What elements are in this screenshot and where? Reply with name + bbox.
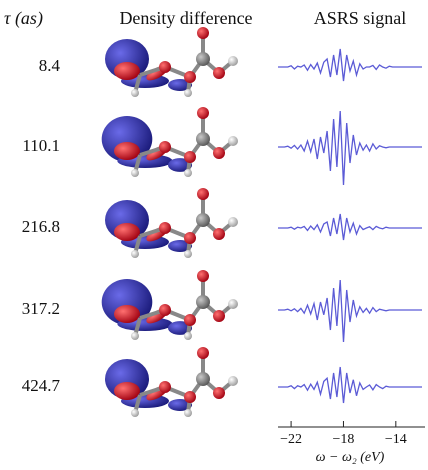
atom bbox=[228, 376, 238, 386]
signal-trace bbox=[278, 279, 422, 343]
tau-label: 317.2 bbox=[22, 299, 60, 318]
atom bbox=[197, 270, 209, 282]
tau-label: 216.8 bbox=[22, 217, 60, 236]
atom bbox=[184, 314, 196, 326]
atom bbox=[184, 169, 192, 177]
atom bbox=[228, 299, 238, 309]
atom bbox=[228, 217, 238, 227]
atom bbox=[184, 71, 196, 83]
atom bbox=[196, 52, 210, 66]
atom bbox=[197, 107, 209, 119]
tau-label: 8.4 bbox=[39, 56, 61, 75]
atom bbox=[184, 332, 192, 340]
atom bbox=[159, 141, 171, 153]
density-blob bbox=[168, 240, 192, 252]
tau-label: 110.1 bbox=[22, 136, 60, 155]
atom bbox=[131, 169, 139, 177]
atom bbox=[196, 132, 210, 146]
density-blob bbox=[168, 321, 192, 335]
atom bbox=[184, 250, 192, 258]
atom bbox=[197, 188, 209, 200]
molecule bbox=[101, 107, 238, 177]
molecule bbox=[101, 270, 238, 340]
atom bbox=[196, 213, 210, 227]
atom bbox=[131, 409, 139, 417]
signal-header: ASRS signal bbox=[314, 8, 407, 28]
atom bbox=[213, 228, 225, 240]
density-header: Density difference bbox=[119, 8, 252, 28]
atom bbox=[159, 381, 171, 393]
atom bbox=[184, 391, 196, 403]
density-blob bbox=[114, 62, 140, 80]
density-blob bbox=[114, 382, 140, 400]
atom bbox=[159, 61, 171, 73]
x-tick-label: −18 bbox=[333, 432, 355, 447]
atom bbox=[213, 387, 225, 399]
atom bbox=[228, 136, 238, 146]
density-blob bbox=[114, 223, 140, 241]
atom bbox=[197, 347, 209, 359]
signal-trace bbox=[278, 48, 422, 82]
atom bbox=[213, 310, 225, 322]
atom bbox=[184, 89, 192, 97]
tau-header: τ (as) bbox=[4, 8, 43, 29]
atom bbox=[184, 409, 192, 417]
atom bbox=[159, 222, 171, 234]
x-tick-label: −14 bbox=[385, 432, 407, 447]
atom bbox=[196, 372, 210, 386]
density-blob bbox=[168, 79, 192, 91]
atom bbox=[196, 295, 210, 309]
atom bbox=[131, 89, 139, 97]
molecule bbox=[105, 27, 238, 97]
tau-label: 424.7 bbox=[22, 376, 61, 395]
density-blob bbox=[114, 305, 140, 323]
atom bbox=[131, 250, 139, 258]
signal-trace bbox=[278, 213, 422, 241]
signal-trace bbox=[278, 366, 422, 404]
atom bbox=[213, 147, 225, 159]
signal-trace bbox=[278, 110, 422, 186]
atom bbox=[228, 56, 238, 66]
atom bbox=[213, 67, 225, 79]
x-axis-label: ω − ω₂ (eV) bbox=[316, 450, 385, 465]
atom bbox=[131, 332, 139, 340]
molecule bbox=[105, 347, 238, 417]
density-blob bbox=[114, 142, 140, 160]
molecule bbox=[105, 188, 238, 258]
x-tick-label: −22 bbox=[280, 432, 302, 447]
atom bbox=[159, 304, 171, 316]
atom bbox=[184, 151, 196, 163]
atom bbox=[184, 232, 196, 244]
atom bbox=[197, 27, 209, 39]
density-blob bbox=[168, 158, 192, 172]
density-blob bbox=[168, 399, 192, 411]
